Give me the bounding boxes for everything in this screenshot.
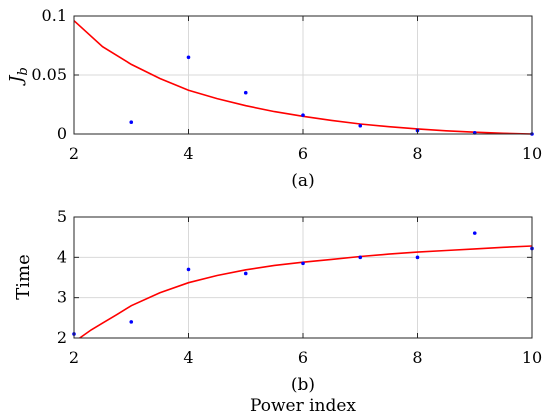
panel-a-data-point — [243, 90, 248, 95]
panel-a-y-tick-label: 0.05 — [31, 65, 67, 84]
panel-b-x-tick-label: 8 — [412, 348, 422, 367]
panel-b-x-tick-label: 6 — [298, 348, 308, 367]
panel-a-y-axis-label: Jb — [6, 67, 31, 87]
panel-b-points — [72, 231, 534, 336]
panel-a: 2 4 6 8 10 0 0.05 0.1 Jb (a) — [6, 6, 542, 191]
panel-b-y-tick-label: 5 — [57, 207, 67, 226]
panel-b-y-axis-label: Time — [13, 254, 34, 299]
panel-b-data-point — [243, 271, 248, 276]
panel-b-y-tick-label: 2 — [57, 328, 67, 347]
panel-b: 2 4 6 8 10 2 3 4 5 Time (b) Power index — [13, 207, 542, 416]
panel-b-grid — [73, 216, 533, 339]
panel-b-x-tick-label: 4 — [183, 348, 193, 367]
panel-a-x-tick-label: 6 — [298, 144, 308, 163]
panel-a-x-tick-label: 2 — [69, 144, 79, 163]
panel-a-label: (a) — [291, 171, 314, 191]
panel-a-points — [129, 55, 534, 136]
panel-b-data-point — [472, 231, 477, 235]
panel-a-data-point — [358, 123, 363, 128]
panel-b-data-point — [129, 320, 134, 324]
panel-b-label: (b) — [291, 375, 315, 395]
panel-b-x-tick-label: 10 — [522, 348, 542, 367]
panel-a-y-tick-label: 0.1 — [42, 6, 67, 25]
panel-a-data-point — [301, 113, 305, 117]
panel-a-y-tick-label: 0 — [57, 124, 67, 143]
panel-b-fit-layer — [79, 245, 533, 339]
panel-a-data-point — [186, 55, 191, 60]
panel-b-data-point — [301, 261, 305, 266]
panel-b-fit-curve — [79, 245, 533, 339]
panel-b-y-tick-label: 4 — [57, 247, 67, 266]
panel-b-ticks: 2 4 6 8 10 2 3 4 5 — [57, 207, 542, 367]
panel-b-data-point — [358, 255, 363, 260]
panel-a-x-tick-label: 10 — [522, 144, 542, 163]
panel-b-x-tick-label: 2 — [69, 348, 79, 367]
panel-b-data-point — [186, 267, 191, 272]
panel-a-x-tick-label: 4 — [183, 144, 193, 163]
panel-b-x-axis-label: Power index — [250, 396, 356, 416]
panel-a-data-point — [129, 120, 134, 124]
panel-b-y-tick-label: 3 — [57, 288, 67, 307]
panel-b-data-point — [415, 255, 420, 260]
panel-a-ticks: 2 4 6 8 10 0 0.05 0.1 — [31, 6, 542, 163]
panel-a-x-tick-label: 8 — [412, 144, 422, 163]
